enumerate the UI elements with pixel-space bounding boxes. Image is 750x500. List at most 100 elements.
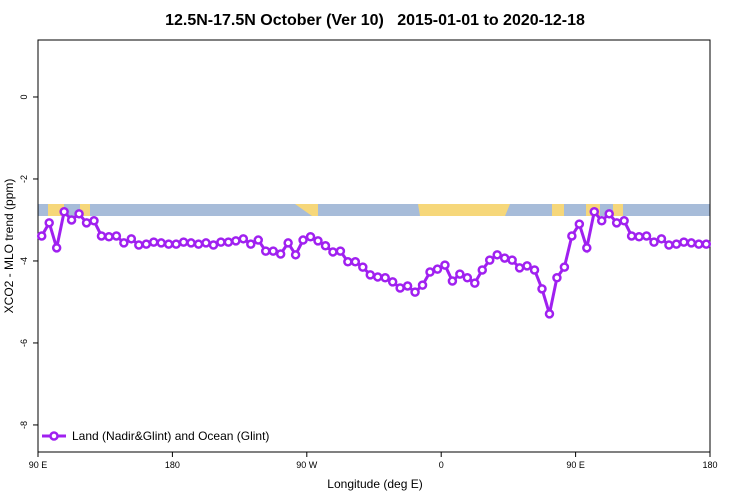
data-point: [268, 246, 278, 256]
data-point: [350, 257, 361, 267]
data-point: [96, 231, 107, 241]
data-point: [163, 239, 174, 249]
data-point: [171, 239, 181, 249]
data-point: [89, 216, 99, 226]
data-point: [440, 260, 450, 270]
data-point: [582, 243, 592, 253]
land-ocean-mask: [38, 204, 710, 216]
data-point: [328, 247, 338, 257]
x-tick-label: 180: [165, 460, 180, 470]
data-point: [477, 265, 488, 275]
data-point: [559, 262, 570, 272]
chart-title: 12.5N-17.5N October (Ver 10) 2015-01-01 …: [165, 12, 585, 29]
data-point: [395, 283, 405, 293]
data-point: [455, 269, 465, 279]
data-point: [126, 234, 137, 244]
data-point: [275, 249, 286, 259]
data-point: [626, 231, 637, 241]
data-point: [186, 238, 196, 248]
data-point: [59, 207, 69, 217]
data-point: [387, 277, 398, 287]
data-point: [290, 250, 301, 260]
data-point: [111, 231, 122, 241]
data-point: [260, 246, 271, 256]
land-patch: [80, 204, 90, 216]
data-point: [238, 234, 249, 244]
data-point: [193, 239, 204, 249]
data-point: [484, 255, 495, 265]
data-point: [36, 231, 47, 241]
data-point: [552, 273, 562, 283]
y-tick-label: -4: [19, 257, 29, 265]
data-point: [372, 272, 383, 282]
y-tick-label: -6: [19, 339, 29, 347]
data-point: [201, 238, 211, 248]
data-point: [178, 237, 189, 247]
data-point: [223, 237, 234, 247]
data-point: [380, 273, 390, 283]
land-patch: [552, 204, 564, 216]
data-point: [686, 238, 697, 248]
data-point: [574, 219, 585, 229]
x-tick-label: 0: [439, 460, 444, 470]
ocean-band: [38, 204, 710, 216]
data-point: [664, 240, 674, 250]
data-point: [507, 255, 517, 265]
x-axis-label: Longitude (deg E): [327, 477, 422, 491]
data-point: [298, 235, 308, 245]
data-point: [134, 240, 144, 250]
data-point: [81, 218, 92, 228]
x-tick-label: 180: [702, 460, 717, 470]
y-tick-label: -8: [19, 421, 29, 429]
data-point: [231, 236, 241, 246]
x-tick-label: 90 E: [29, 460, 48, 470]
data-point: [343, 257, 353, 267]
data-point: [641, 231, 652, 241]
data-point: [313, 236, 323, 246]
data-point: [447, 276, 458, 286]
land-patch: [295, 204, 318, 216]
y-tick-label: -2: [19, 175, 29, 183]
land-patch: [418, 204, 510, 216]
data-point: [567, 231, 577, 241]
data-point: [410, 287, 420, 297]
data-point: [634, 232, 644, 242]
data-point: [596, 216, 607, 226]
data-point: [104, 232, 114, 242]
y-tick-label: 0: [19, 94, 29, 99]
x-tick-label: 90 W: [296, 460, 318, 470]
data-point: [529, 265, 540, 275]
data-point: [701, 239, 712, 249]
data-point: [216, 237, 226, 247]
data-point: [402, 281, 413, 291]
data-point: [537, 284, 547, 294]
data-point: [544, 309, 555, 319]
data-point: [51, 243, 62, 253]
data-point: [589, 207, 600, 217]
data-point: [492, 250, 502, 260]
data-point: [514, 263, 525, 273]
data-point: [679, 237, 689, 247]
data-point: [470, 278, 480, 288]
data-point: [671, 239, 682, 249]
data-point: [649, 237, 659, 247]
data-point: [365, 270, 376, 280]
data-point: [156, 238, 166, 248]
data-point: [66, 215, 77, 225]
data-point: [522, 261, 532, 271]
data-point: [208, 240, 219, 250]
data-point: [253, 235, 264, 245]
data-point: [44, 218, 54, 228]
data-point: [320, 241, 331, 251]
legend-marker: [49, 431, 59, 441]
data-point: [604, 209, 614, 219]
data-point: [305, 232, 316, 242]
data-point: [656, 234, 667, 244]
data-point: [417, 280, 428, 290]
data-point: [119, 238, 129, 248]
data-point: [694, 239, 704, 249]
data-point: [425, 267, 435, 277]
data-point: [432, 264, 443, 274]
